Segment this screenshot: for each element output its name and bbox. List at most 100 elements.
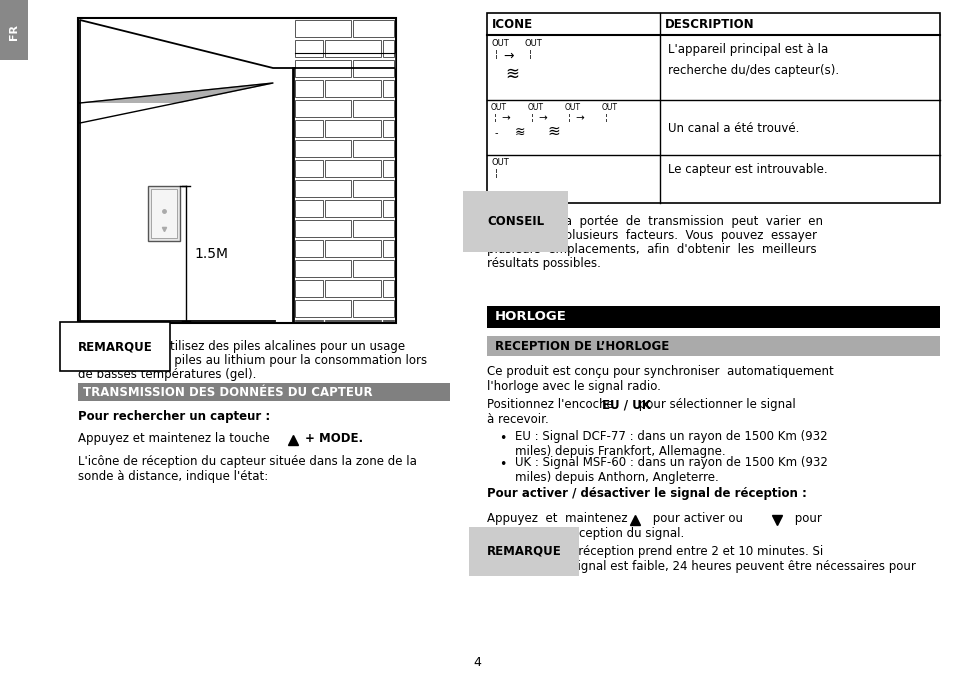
Bar: [80, 103, 276, 321]
Bar: [294, 240, 323, 257]
Text: L'appareil principal est à la
recherche du/des capteur(s).: L'appareil principal est à la recherche …: [667, 43, 839, 77]
Text: OUT: OUT: [492, 39, 509, 48]
Bar: [294, 200, 323, 217]
Text: désactiver la réception du signal.: désactiver la réception du signal.: [486, 527, 683, 540]
Bar: [353, 140, 394, 157]
Bar: [78, 18, 395, 323]
Bar: [382, 160, 394, 177]
Text: ¦: ¦: [495, 168, 497, 178]
Text: REMARQUE: REMARQUE: [486, 545, 561, 558]
Bar: [382, 120, 394, 137]
Text: ≋: ≋: [515, 126, 525, 139]
Text: Appuyez  et  maintenez: Appuyez et maintenez: [486, 512, 627, 525]
Text: →: →: [537, 113, 546, 123]
Bar: [325, 80, 380, 97]
Text: •: •: [498, 458, 506, 471]
Text: UK : Signal MSF-60 : dans un rayon de 1500 Km (932
miles) depuis Anthorn, Anglet: UK : Signal MSF-60 : dans un rayon de 15…: [515, 456, 827, 484]
Text: →: →: [500, 113, 509, 123]
Polygon shape: [80, 20, 294, 103]
Bar: [294, 80, 323, 97]
Text: OUT: OUT: [564, 103, 580, 112]
Bar: [294, 320, 323, 321]
Bar: [382, 40, 394, 57]
Bar: [353, 220, 394, 237]
Text: -: -: [495, 128, 498, 138]
Bar: [382, 200, 394, 217]
Text: Un canal a été trouvé.: Un canal a été trouvé.: [667, 122, 799, 135]
Bar: [353, 180, 394, 197]
Bar: [294, 20, 351, 37]
Text: EU : Signal DCF-77 : dans un rayon de 1500 Km (932
miles) depuis Frankfort, Alle: EU : Signal DCF-77 : dans un rayon de 15…: [515, 430, 827, 458]
Text: ≋: ≋: [546, 124, 559, 139]
Bar: [486, 336, 939, 356]
Bar: [294, 300, 351, 317]
Text: fonction  de  plusieurs  facteurs.  Vous  pouvez  essayer: fonction de plusieurs facteurs. Vous pou…: [486, 229, 816, 242]
Text: L'icône de réception du capteur située dans la zone de la
sonde à distance, indi: L'icône de réception du capteur située d…: [78, 455, 416, 483]
Polygon shape: [294, 53, 394, 68]
Bar: [325, 240, 380, 257]
Text: ¦: ¦: [529, 49, 532, 59]
Text: ¦: ¦: [604, 113, 607, 122]
Bar: [486, 306, 939, 328]
Bar: [78, 383, 450, 401]
Text: 4: 4: [473, 656, 480, 669]
Bar: [294, 100, 351, 117]
Bar: [353, 60, 394, 77]
Text: OUT: OUT: [524, 39, 542, 48]
Text: →: →: [502, 50, 513, 63]
Polygon shape: [80, 83, 273, 123]
Bar: [353, 100, 394, 117]
Bar: [325, 120, 380, 137]
Text: ¦: ¦: [494, 113, 497, 122]
Text: ICONE: ICONE: [492, 17, 533, 30]
Bar: [294, 140, 351, 157]
Text: Le capteur est introuvable.: Le capteur est introuvable.: [667, 164, 827, 176]
Text: pour sélectionner le signal: pour sélectionner le signal: [635, 398, 795, 411]
Bar: [325, 320, 380, 321]
Text: ¦: ¦: [531, 113, 534, 122]
Text: 1.5M: 1.5M: [193, 246, 228, 260]
Text: : Utilisez des piles alcalines pour un usage: : Utilisez des piles alcalines pour un u…: [150, 340, 405, 353]
Text: plusieurs  emplacements,  afin  d'obtenir  les  meilleurs: plusieurs emplacements, afin d'obtenir l…: [486, 243, 816, 256]
Bar: [294, 60, 351, 77]
Text: pour: pour: [790, 512, 821, 525]
Text: OUT: OUT: [492, 158, 509, 167]
Text: REMARQUE: REMARQUE: [78, 340, 152, 353]
Text: EU / UK: EU / UK: [601, 398, 650, 411]
Text: CONSEIL: CONSEIL: [486, 215, 543, 228]
Text: RECEPTION DE L’HORLOGE: RECEPTION DE L’HORLOGE: [495, 339, 669, 353]
Text: :  La  portée  de  transmission  peut  varier  en: : La portée de transmission peut varier …: [542, 215, 822, 228]
Text: ¦: ¦: [567, 113, 570, 122]
Bar: [148, 186, 180, 241]
Text: OUT: OUT: [527, 103, 543, 112]
Text: ≋: ≋: [504, 65, 518, 83]
Bar: [294, 120, 323, 137]
Text: Positionnez l'encoche: Positionnez l'encoche: [486, 398, 617, 411]
Bar: [151, 189, 177, 238]
Text: OUT: OUT: [601, 103, 618, 112]
Bar: [294, 220, 351, 237]
Bar: [325, 200, 380, 217]
Text: pour activer ou: pour activer ou: [648, 512, 742, 525]
Bar: [382, 280, 394, 297]
Bar: [353, 260, 394, 277]
Bar: [486, 13, 939, 203]
Bar: [353, 20, 394, 37]
Text: résultats possibles.: résultats possibles.: [486, 257, 600, 270]
Text: Ce produit est conçu pour synchroniser  automatiquement
l'horloge avec le signal: Ce produit est conçu pour synchroniser a…: [486, 365, 833, 393]
Text: de basses températures (gel).: de basses températures (gel).: [78, 368, 256, 381]
Bar: [294, 160, 323, 177]
Bar: [325, 160, 380, 177]
Text: La réception prend entre 2 et 10 minutes. Si
le signal est faible, 24 heures peu: La réception prend entre 2 et 10 minutes…: [557, 545, 915, 573]
Text: TRANSMISSION DES DONNÉES DU CAPTEUR: TRANSMISSION DES DONNÉES DU CAPTEUR: [83, 386, 373, 398]
Text: Pour activer / désactiver le signal de réception :: Pour activer / désactiver le signal de r…: [486, 487, 806, 500]
Bar: [0, 0, 28, 60]
Text: + MODE.: + MODE.: [305, 432, 363, 445]
Text: OUT: OUT: [491, 103, 506, 112]
Bar: [294, 260, 351, 277]
Text: prolongé et des piles au lithium pour la consommation lors: prolongé et des piles au lithium pour la…: [78, 354, 427, 367]
Text: Appuyez et maintenez la touche: Appuyez et maintenez la touche: [78, 432, 270, 445]
Bar: [382, 320, 394, 321]
Bar: [294, 280, 323, 297]
Bar: [325, 280, 380, 297]
